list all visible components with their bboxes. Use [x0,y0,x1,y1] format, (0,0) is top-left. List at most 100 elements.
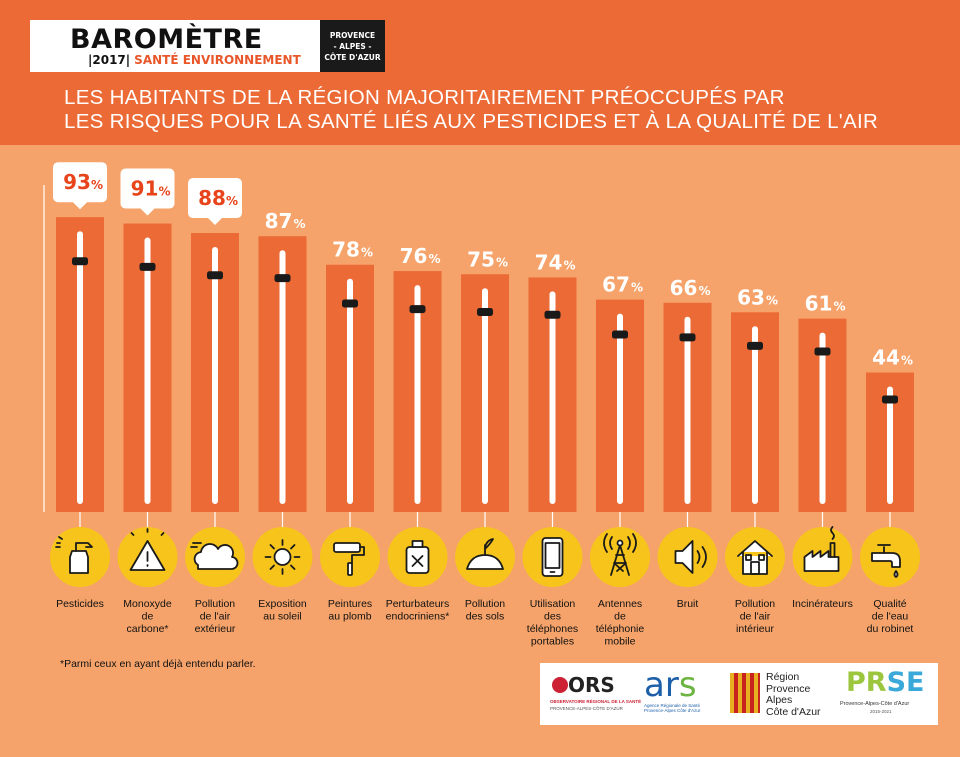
bar-track [77,231,83,504]
tower-shape [610,544,630,576]
value-unit: % [766,293,778,307]
tower-top-shape [616,539,624,547]
category-label: endocriniens* [386,611,450,623]
spray-bottle-shape [69,550,89,574]
ars-name-b: s [678,665,697,705]
sun-disc-shape [273,548,292,566]
partner-logos: ORS OBSERVATOIRE RÉGIONAL DE LA SANTÉ PR… [540,663,938,725]
bar-track [684,316,691,504]
region-logo-line-3: Alpes [766,694,793,706]
bar-marker [274,274,291,283]
sun-rays-shape [264,539,301,575]
ors-logo: ORS OBSERVATOIRE RÉGIONAL DE LA SANTÉ PR… [550,669,641,719]
value-unit: % [361,246,373,260]
value-unit: % [833,300,845,314]
bar-track [752,326,758,504]
category-label: Qualité [873,598,906,610]
antenna-tower-icon [590,527,650,587]
region-line-2: - ALPES - [333,41,372,51]
region-logo-line-2: Provence [766,682,811,695]
house-window-shape [758,554,765,561]
bar-track [482,288,488,504]
prse-name: PRSE [846,667,924,698]
bar-marker [207,271,223,280]
category-label: Pesticides [56,598,104,610]
bar-track [617,313,623,504]
logo-subtitle: |2017| SANTÉ ENVIRONNEMENT [88,53,301,67]
tap-handle-shape [877,544,891,554]
value-label: 91 [131,177,159,201]
ars-name: ars [644,665,697,705]
value-label: 78 [332,238,360,262]
category-label: Utilisation [530,598,576,610]
bar-marker [612,330,628,339]
sprout-shape [484,538,494,556]
value-unit: % [901,354,913,368]
value-label: 76 [400,244,428,268]
sound-waves-shape [696,546,707,568]
category-label: extérieur [195,623,236,635]
bar-track [819,332,826,504]
value-label: 88 [198,186,226,210]
category-label: au soleil [263,611,302,623]
category-label: de l'air [740,611,771,623]
factory-shape [803,550,840,572]
ars-name-a: ar [644,665,679,705]
phone-body-shape [541,537,564,577]
value-label: 63 [737,285,765,309]
value-label: 44 [872,346,900,370]
bar-marker [477,307,493,316]
ors-name: ORS [568,673,615,697]
category-label: téléphonie [596,623,645,635]
speaker-body-shape [674,540,694,574]
barometre-logo: BAROMÈTRE |2017| SANTÉ ENVIRONNEMENT [30,20,320,72]
roller-handle-shape [347,562,353,576]
category-label: Peintures [328,598,372,610]
bar-marker [882,395,898,404]
category-label: Exposition [258,598,307,610]
bar-track [144,237,151,504]
logo-year: |2017| [88,53,131,67]
region-logo-text: Région Provence Alpes Côte d'Azur [766,671,821,718]
value-bubble [188,178,242,226]
logo-subtitle-text: SANTÉ ENVIRONNEMENT [134,53,301,67]
prse-name-b: SE [886,667,925,698]
bar-group: 66 % Bruit [657,276,718,610]
bar-marker [409,305,426,314]
tap-body-shape [871,552,901,568]
ors-line-2: PROVENCE-ALPES-CÔTE D'AZUR [550,706,623,711]
wind-lines-shape [190,542,202,548]
category-label: carbone* [126,623,168,635]
spray-nozzle-shape [75,542,93,552]
prse-name-a: PR [846,667,887,698]
headline-line-2: LES RISQUES POUR LA SANTÉ LIÉS AUX PESTI… [64,110,879,133]
header-banner: BAROMÈTRE |2017| SANTÉ ENVIRONNEMENT PROV… [0,0,960,145]
value-unit: % [158,185,170,199]
value-bubble [53,162,107,210]
value-bubble [120,168,175,216]
bar-marker [544,310,561,319]
bar-group: 61 % Incinérateurs [792,292,853,610]
value-unit: % [563,258,575,272]
water-drop-shape [893,570,899,578]
value-unit: % [293,217,305,231]
bar-track [887,386,893,504]
value-label: 61 [805,292,833,316]
value-unit: % [698,284,710,298]
bar-track [347,278,353,504]
bottle-cross-shape [411,555,424,567]
warning-rays-shape [130,528,165,536]
bar-marker [814,347,831,356]
region-logo-line-1: Région [766,671,800,683]
category-label: de l'eau [872,611,909,623]
bar-track [279,250,286,504]
region-shield-icon [730,673,760,713]
bar-track [212,247,218,505]
value-label: 75 [467,247,495,271]
region-line-1: PROVENCE [329,30,376,40]
